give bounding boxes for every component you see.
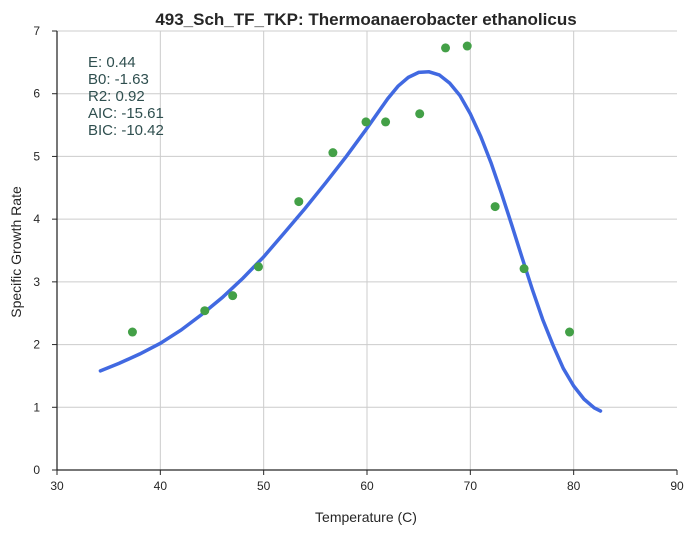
stat-b0: B0: -1.63 xyxy=(88,71,149,88)
x-axis-label: Temperature (C) xyxy=(315,509,417,525)
data-point xyxy=(361,117,371,127)
y-tick-label: 0 xyxy=(33,463,40,477)
data-points-layer xyxy=(127,41,575,337)
data-point xyxy=(254,262,263,272)
data-point xyxy=(127,327,137,337)
stat-bic: BIC: -10.42 xyxy=(88,122,164,139)
x-tick-label: 90 xyxy=(670,479,684,493)
stat-e: E: 0.44 xyxy=(88,54,136,71)
y-tick-label: 4 xyxy=(33,212,40,226)
x-tick-label: 50 xyxy=(257,479,271,493)
data-point xyxy=(490,202,500,212)
data-point xyxy=(519,264,529,274)
data-point xyxy=(328,148,338,158)
x-tick-label: 60 xyxy=(360,479,374,493)
y-tick-label: 6 xyxy=(33,87,40,101)
data-point xyxy=(462,41,472,51)
data-point xyxy=(381,117,391,127)
x-tick-label: 70 xyxy=(464,479,478,493)
x-tick-label: 30 xyxy=(50,479,64,493)
data-point xyxy=(294,197,304,207)
data-point xyxy=(228,291,238,301)
y-axis-label: Specific Growth Rate xyxy=(8,186,24,318)
chart-title: 493_Sch_TF_TKP: Thermoanaerobacter ethan… xyxy=(155,10,576,29)
data-point xyxy=(200,306,210,316)
fit-curve-layer xyxy=(98,70,603,413)
fit-curve xyxy=(98,70,603,413)
y-tick-label: 7 xyxy=(33,24,40,38)
ticks-layer: 30 40 50 60 70 80 90 0 1 2 3 4 5 6 7 xyxy=(33,24,684,493)
data-point xyxy=(441,43,451,53)
grid-layer xyxy=(57,30,677,470)
data-point xyxy=(565,327,575,337)
x-tick-label: 40 xyxy=(154,479,168,493)
y-tick-label: 1 xyxy=(33,400,40,414)
x-tick-label: 80 xyxy=(567,479,581,493)
stat-aic: AIC: -15.61 xyxy=(88,105,164,122)
fit-statistics: E: 0.44 B0: -1.63 R2: 0.92 AIC: -15.61 B… xyxy=(88,54,164,139)
stat-r2: R2: 0.92 xyxy=(88,88,145,105)
y-tick-label: 2 xyxy=(33,338,40,352)
data-point xyxy=(415,109,425,119)
y-tick-label: 5 xyxy=(33,149,40,163)
y-tick-label: 3 xyxy=(33,275,40,289)
